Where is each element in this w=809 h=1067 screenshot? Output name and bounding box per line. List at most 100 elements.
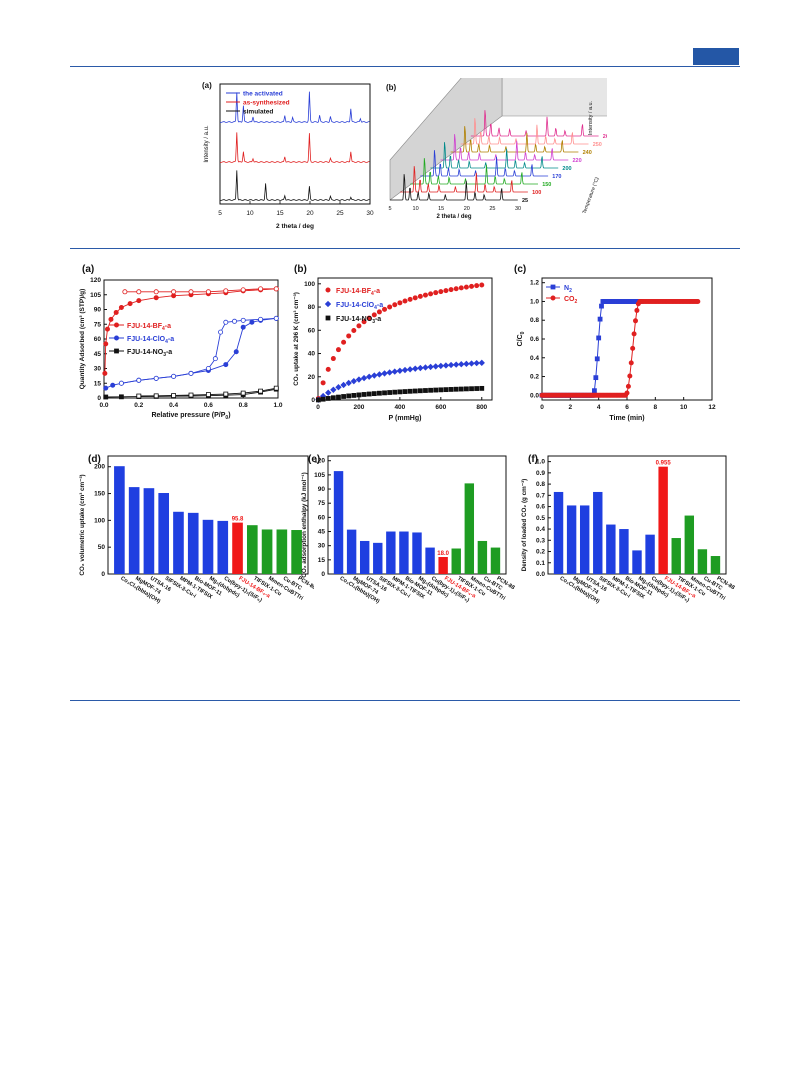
y-tick-label: 0.9 <box>536 470 545 477</box>
desorption-point <box>188 392 194 398</box>
y-tick-label: 30 <box>94 366 102 373</box>
adsorption-point <box>240 324 246 330</box>
uptake-point <box>433 387 439 393</box>
temperature-label: 25 <box>522 198 528 204</box>
uptake-point <box>351 393 357 398</box>
pxrd-series-line <box>219 132 370 163</box>
uptake-point <box>422 364 429 371</box>
uptake-point <box>325 389 332 396</box>
uptake-point <box>458 361 465 368</box>
legend-entry: CO2 <box>564 296 578 305</box>
breakthrough-line <box>542 301 698 396</box>
uptake-point <box>392 302 398 308</box>
highlight-value-label: 0.955 <box>656 461 672 467</box>
uptake-point <box>336 394 341 400</box>
bar <box>451 548 461 574</box>
panel-label: (d) <box>88 454 101 465</box>
uptake-point <box>463 284 469 290</box>
temperature-label: 150 <box>542 182 551 188</box>
breakthrough-point <box>634 307 640 313</box>
uptake-point <box>392 389 398 395</box>
y-tick-label: 120 <box>314 458 325 465</box>
bar <box>553 491 564 574</box>
x-tick-label: 30 <box>366 210 374 217</box>
uptake-point <box>469 386 474 392</box>
bar <box>202 519 214 574</box>
breakthrough-point <box>592 388 597 394</box>
x-tick-label: 10 <box>680 404 688 411</box>
bar <box>173 511 184 574</box>
bar <box>632 550 642 574</box>
uptake-point <box>407 388 413 394</box>
uptake-point <box>387 390 393 395</box>
breakthrough-point <box>695 298 701 304</box>
desorption-point <box>223 288 229 294</box>
uptake-point <box>335 384 342 391</box>
desorption-point <box>136 377 142 383</box>
y-axis-label: CO₂ volumetric uptake (cm³ cm⁻³) <box>79 474 86 575</box>
in-situ-pattern-line <box>390 174 518 201</box>
y-tick-label: 1.0 <box>536 459 545 466</box>
y-tick-label: 15 <box>94 380 102 387</box>
x-tick-label: 2 <box>569 404 573 411</box>
desorption-point <box>136 393 142 399</box>
bar <box>246 525 258 574</box>
uptake-point <box>330 386 337 393</box>
uptake-point <box>391 368 398 375</box>
x-tick-label: 0 <box>540 404 544 411</box>
bar <box>566 505 577 574</box>
y-tick-label: 0.7 <box>536 492 545 499</box>
bar <box>333 471 344 574</box>
y-tick-label: 0 <box>101 571 105 578</box>
x-tick-label: 10 <box>413 206 419 212</box>
panel-label: (f) <box>528 454 538 465</box>
bar <box>346 529 357 574</box>
uptake-point <box>417 364 424 372</box>
bar <box>425 547 435 574</box>
desorption-point <box>171 289 177 295</box>
in-situ-pattern-line <box>430 142 559 169</box>
desorption-point <box>240 390 246 396</box>
x-tick-label: 0.2 <box>134 402 143 409</box>
breakthrough-point <box>628 360 634 366</box>
y-tick-label: 75 <box>94 321 102 328</box>
uptake-point <box>340 381 347 389</box>
x-tick-label: 10 <box>246 210 254 217</box>
breakthrough-point <box>627 373 633 379</box>
uptake-point <box>355 376 363 383</box>
x-tick-label: 20 <box>306 210 314 217</box>
uptake-point <box>366 315 372 321</box>
uptake-point <box>371 391 377 397</box>
uptake-point <box>360 374 368 382</box>
y-axis-label: Density of loaded CO₂ (g cm⁻³) <box>521 479 528 572</box>
adsorption-point <box>103 385 109 391</box>
plot-frame <box>317 277 493 401</box>
y-axis-label: Quantity Adsorbed (cm³ (STP)/g) <box>79 289 86 390</box>
panel-label: (a) <box>202 81 212 90</box>
panel-label: (c) <box>514 264 526 275</box>
legend-entry: FJU-14-ClO4-a <box>127 336 174 345</box>
bar <box>477 540 488 574</box>
x-tick-label: 0.4 <box>169 402 178 409</box>
y-tick-label: 0 <box>321 571 325 578</box>
bar <box>619 529 629 574</box>
legend-marker <box>114 335 120 341</box>
uptake-point <box>453 386 459 392</box>
panel-label: (b) <box>294 264 307 275</box>
uptake-point <box>412 388 418 394</box>
y-tick-label: 0.1 <box>536 560 545 567</box>
header-rule <box>70 66 740 67</box>
highlight-value-label: 18.0 <box>437 551 449 557</box>
legend-marker <box>114 348 119 354</box>
adsorption-point <box>103 341 109 347</box>
uptake-point <box>458 285 464 291</box>
desorption-point <box>273 286 279 292</box>
bar <box>671 538 681 574</box>
legend-entry: FJU-14-BF4-a <box>127 323 171 332</box>
pxrd-panel-a: (a) Intensity / a.u. 2 theta / deg 5 10 15 20 2… <box>202 81 374 230</box>
bar <box>386 531 396 574</box>
y-tick-label: 15 <box>318 557 326 564</box>
uptake-point <box>346 333 352 339</box>
plot-frame <box>219 83 371 205</box>
bar <box>143 488 155 574</box>
